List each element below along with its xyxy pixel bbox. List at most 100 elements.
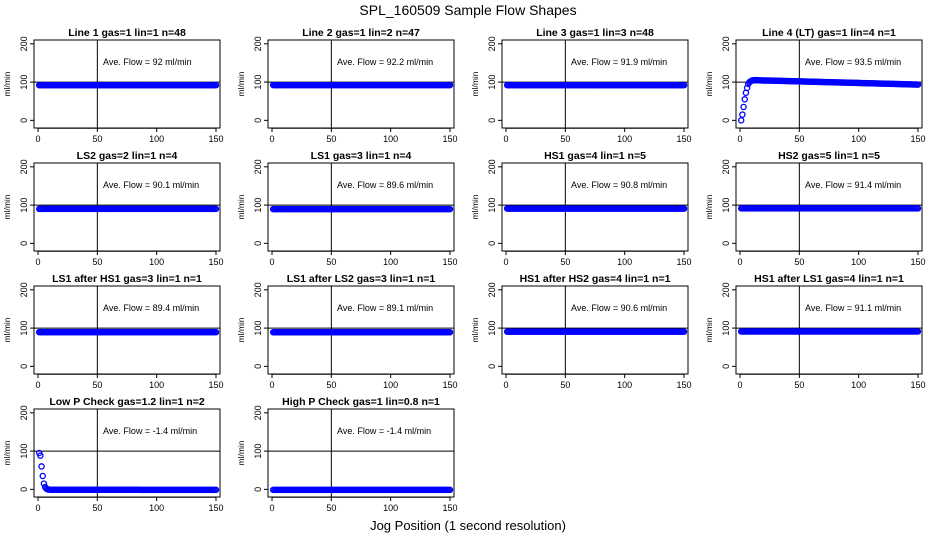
ave-flow-annotation: Ave. Flow = 90.8 ml/min: [571, 180, 667, 190]
ave-flow-annotation: Ave. Flow = 92 ml/min: [103, 57, 192, 67]
y-tick-label: 100: [253, 75, 263, 90]
data-point: [212, 81, 220, 89]
y-axis-label: ml/min: [236, 71, 246, 96]
series-points: [35, 328, 220, 336]
series-points: [35, 205, 220, 213]
data-point: [743, 84, 751, 92]
x-tick-label: 100: [851, 134, 866, 144]
y-axis-label: ml/min: [2, 71, 12, 96]
data-point: [212, 486, 220, 494]
panel-13: Low P Check gas=1.2 lin=1 n=2 Ave. Flow =…: [2, 396, 224, 513]
series-points: [503, 205, 688, 212]
data-point: [737, 117, 745, 124]
y-tick-label: 100: [721, 321, 731, 336]
y-axis-label: ml/min: [470, 194, 480, 219]
panel-10: LS1 after LS2 gas=3 lin=1 n=1 Ave. Flow =…: [236, 273, 458, 390]
ave-flow-annotation: Ave. Flow = 91.4 ml/min: [805, 180, 901, 190]
y-tick-label: 200: [19, 282, 29, 297]
x-tick-label: 0: [737, 134, 742, 144]
y-tick-label: 200: [253, 159, 263, 174]
x-tick-label: 100: [383, 380, 398, 390]
x-tick-label: 150: [676, 257, 691, 267]
x-tick-label: 0: [269, 380, 274, 390]
panel-title: HS1 after HS2 gas=4 lin=1 n=1: [520, 273, 671, 285]
y-tick-label: 100: [487, 321, 497, 336]
x-tick-label: 0: [35, 380, 40, 390]
y-tick-label: 0: [721, 241, 731, 246]
x-tick-label: 50: [92, 380, 102, 390]
y-axis-label: ml/min: [470, 71, 480, 96]
x-tick-label: 0: [503, 134, 508, 144]
x-tick-label: 150: [676, 134, 691, 144]
y-tick-label: 0: [487, 364, 497, 369]
x-tick-label: 150: [208, 380, 223, 390]
data-point: [741, 96, 748, 103]
y-tick-label: 200: [19, 405, 29, 420]
data-point: [212, 328, 220, 336]
y-tick-label: 200: [721, 282, 731, 297]
plot-frame: [33, 285, 221, 375]
x-tick-label: 150: [442, 503, 457, 513]
data-point: [914, 81, 922, 88]
y-axis-label: ml/min: [704, 194, 714, 219]
x-tick-label: 0: [35, 134, 40, 144]
panel-7: HS1 gas=4 lin=1 n=5 Ave. Flow = 90.8 ml/m…: [470, 150, 692, 267]
x-tick-label: 100: [851, 380, 866, 390]
panel-title: Line 3 gas=1 lin=3 n=48: [536, 27, 654, 39]
x-tick-label: 50: [794, 134, 804, 144]
ave-flow-annotation: Ave. Flow = -1.4 ml/min: [337, 426, 431, 436]
panel-14: High P Check gas=1 lin=0.8 n=1 Ave. Flow …: [236, 396, 458, 513]
ave-flow-annotation: Ave. Flow = 90.6 ml/min: [571, 303, 667, 313]
plot-frame: [267, 285, 455, 375]
panel-title: LS1 gas=3 lin=1 n=4: [311, 150, 412, 162]
ave-flow-annotation: Ave. Flow = 91.1 ml/min: [805, 303, 901, 313]
x-tick-label: 50: [92, 257, 102, 267]
data-point: [446, 329, 454, 336]
panel-title: LS1 after HS1 gas=3 lin=1 n=1: [52, 273, 202, 285]
x-tick-label: 150: [676, 380, 691, 390]
x-tick-label: 100: [149, 257, 164, 267]
y-axis-label: ml/min: [470, 317, 480, 342]
plot-frame: [267, 408, 455, 498]
x-tick-label: 150: [208, 257, 223, 267]
y-tick-label: 0: [19, 487, 29, 492]
panel-title: LS2 gas=2 lin=1 n=4: [77, 150, 178, 162]
y-tick-label: 0: [487, 118, 497, 123]
data-point: [740, 103, 747, 111]
x-tick-label: 100: [617, 380, 632, 390]
plot-frame: [735, 162, 923, 252]
series-points: [269, 486, 454, 494]
x-tick-label: 50: [794, 380, 804, 390]
data-point: [40, 480, 48, 487]
x-tick-label: 100: [383, 134, 398, 144]
y-axis-label: ml/min: [2, 194, 12, 219]
series-points: [35, 449, 220, 494]
x-tick-label: 50: [560, 134, 570, 144]
plot-frame: [501, 162, 689, 252]
y-tick-label: 100: [19, 444, 29, 459]
y-tick-label: 0: [253, 364, 263, 369]
panel-title: High P Check gas=1 lin=0.8 n=1: [282, 396, 440, 408]
y-tick-label: 100: [253, 321, 263, 336]
x-tick-label: 150: [442, 380, 457, 390]
series-points: [269, 205, 454, 213]
data-point: [914, 205, 922, 212]
panel-9: LS1 after HS1 gas=3 lin=1 n=1 Ave. Flow =…: [2, 273, 224, 390]
panel-title: HS1 after LS1 gas=4 lin=1 n=1: [754, 273, 904, 285]
x-tick-label: 50: [794, 257, 804, 267]
x-tick-label: 50: [560, 380, 570, 390]
y-tick-label: 100: [19, 321, 29, 336]
x-tick-label: 150: [208, 134, 223, 144]
y-axis-label: ml/min: [236, 440, 246, 465]
x-tick-label: 50: [560, 257, 570, 267]
panel-title: HS1 gas=4 lin=1 n=5: [544, 150, 646, 162]
y-axis-label: ml/min: [704, 71, 714, 96]
ave-flow-annotation: Ave. Flow = 92.2 ml/min: [337, 57, 433, 67]
x-tick-label: 0: [503, 380, 508, 390]
x-tick-label: 100: [617, 257, 632, 267]
y-tick-label: 0: [19, 364, 29, 369]
panel-3: Line 3 gas=1 lin=3 n=48 Ave. Flow = 91.9 …: [470, 27, 692, 144]
plot-frame: [267, 162, 455, 252]
